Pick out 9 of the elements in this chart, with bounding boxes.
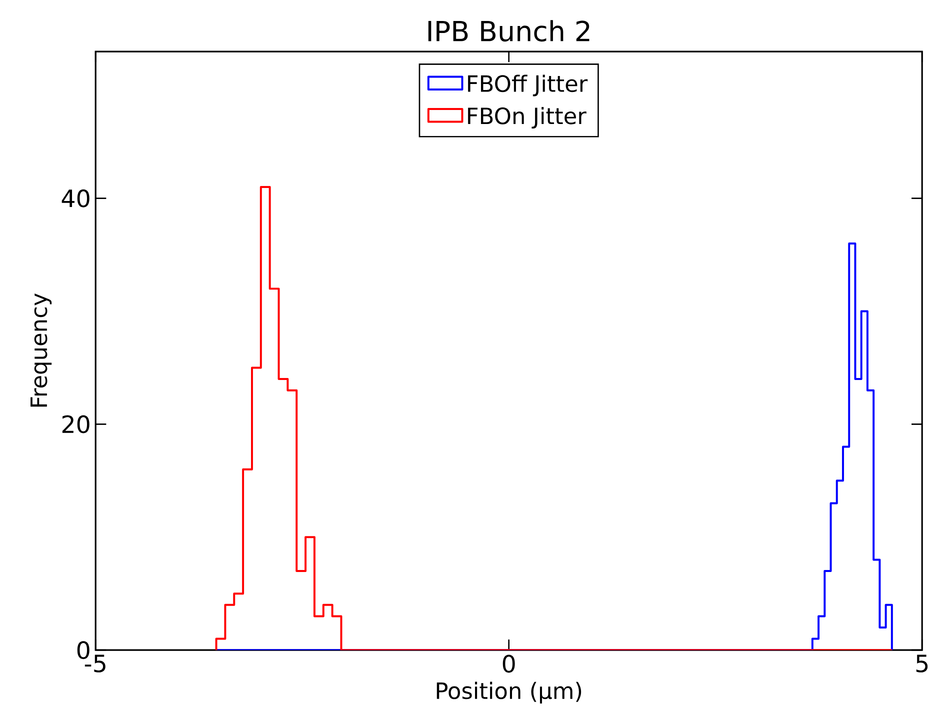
y-axis-title: Frequency <box>30 293 52 406</box>
chart-title: IPB Bunch 2 <box>428 20 590 42</box>
x-axis-title: Position (μm) <box>436 682 582 704</box>
x-tick-label: 5 <box>916 654 928 672</box>
legend-label: FBOn Jitter <box>468 106 586 128</box>
x-tick-label: 0 <box>502 654 515 673</box>
legend-label: FBOff Jitter <box>468 74 588 96</box>
y-tick-label: 40 <box>62 189 90 208</box>
y-tick-label: 20 <box>62 415 90 434</box>
